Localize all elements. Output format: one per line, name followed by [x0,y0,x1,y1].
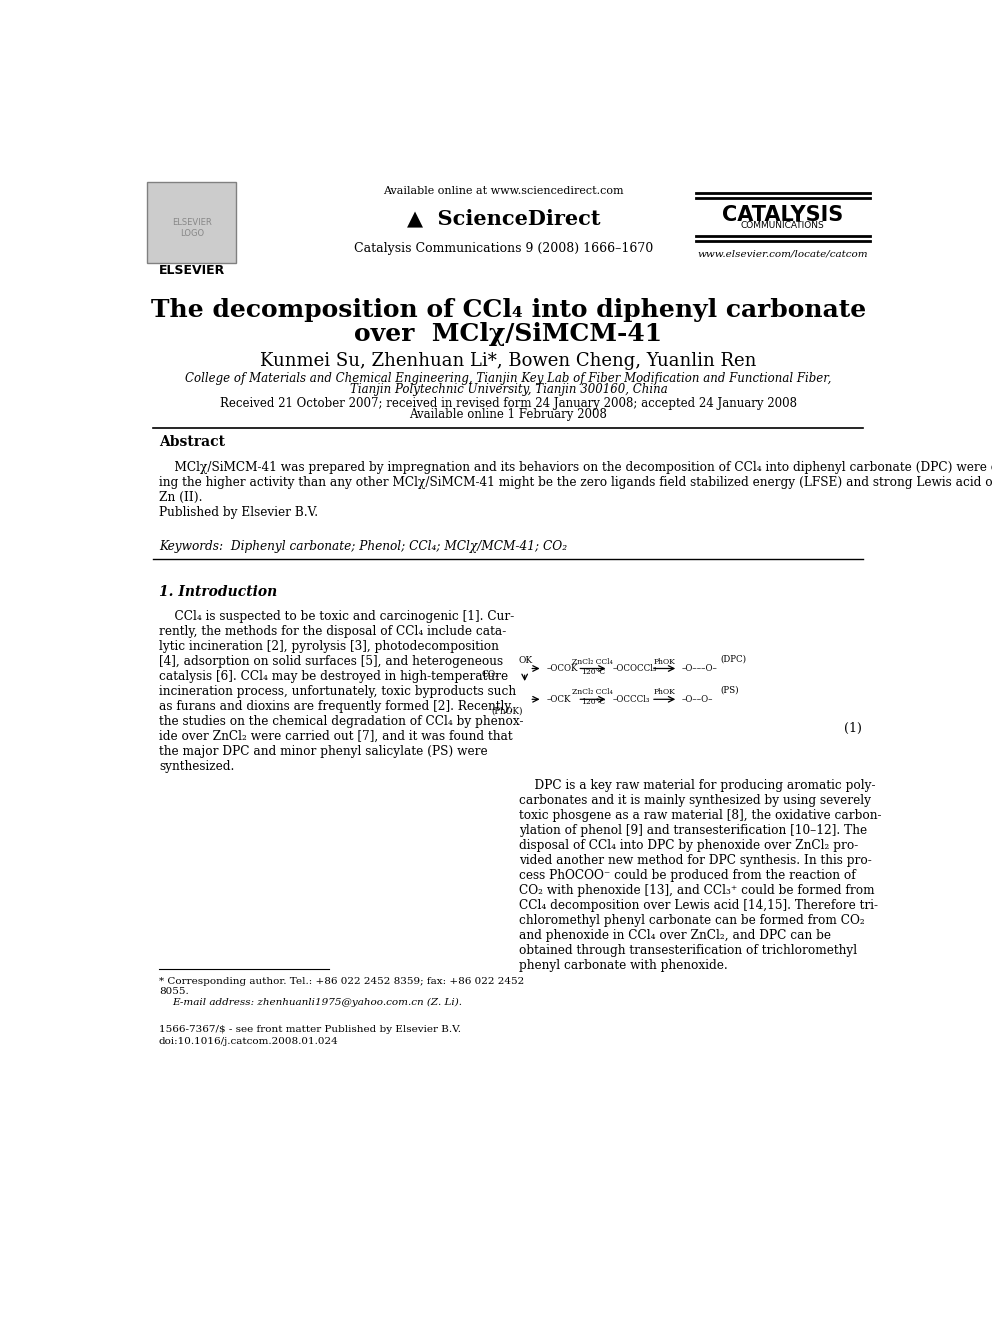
Text: www.elsevier.com/locate/catcom: www.elsevier.com/locate/catcom [697,250,868,259]
Text: 120°C: 120°C [580,668,605,676]
Text: (PhOK): (PhOK) [492,706,524,716]
Text: –OCCCl₃: –OCCCl₃ [612,695,650,704]
Text: ZnCl₂ CCl₄: ZnCl₂ CCl₄ [572,688,613,696]
Text: Abstract: Abstract [159,435,225,448]
Text: ELSEVIER
LOGO: ELSEVIER LOGO [173,218,212,238]
Text: over  MClχ/SiMCM-41: over MClχ/SiMCM-41 [354,321,663,345]
Text: –OCK: –OCK [547,695,570,704]
Text: 1. Introduction: 1. Introduction [159,585,277,599]
Text: (1): (1) [844,722,862,736]
Text: CCl₄ is suspected to be toxic and carcinogenic [1]. Cur-
rently, the methods for: CCl₄ is suspected to be toxic and carcin… [159,610,524,773]
Text: College of Materials and Chemical Engineering, Tianjin Key Lab of Fiber Modifica: College of Materials and Chemical Engine… [186,373,831,385]
Text: ▲  ScienceDirect: ▲ ScienceDirect [407,209,600,229]
Text: ZnCl₂ CCl₄: ZnCl₂ CCl₄ [572,658,613,665]
Text: The decomposition of CCl₄ into diphenyl carbonate: The decomposition of CCl₄ into diphenyl … [151,299,866,323]
Text: –O––O–: –O––O– [682,695,713,704]
Text: Catalysis Communications 9 (2008) 1666–1670: Catalysis Communications 9 (2008) 1666–1… [354,242,654,254]
Text: Available online at www.sciencedirect.com: Available online at www.sciencedirect.co… [384,187,624,196]
Text: 8055.: 8055. [159,987,188,996]
Text: CO₂: CO₂ [482,671,500,679]
Text: 120°C: 120°C [580,699,605,706]
Text: doi:10.1016/j.catcom.2008.01.024: doi:10.1016/j.catcom.2008.01.024 [159,1036,338,1045]
Text: Received 21 October 2007; received in revised form 24 January 2008; accepted 24 : Received 21 October 2007; received in re… [220,397,797,410]
Text: 1566-7367/$ - see front matter Published by Elsevier B.V.: 1566-7367/$ - see front matter Published… [159,1025,461,1035]
Text: MClχ/SiMCM-41 was prepared by impregnation and its behaviors on the decompositio: MClχ/SiMCM-41 was prepared by impregnati… [159,462,992,520]
Text: (DPC): (DPC) [721,655,747,664]
FancyBboxPatch shape [147,181,236,263]
Text: Tianjin Polytechnic University, Tianjin 300160, China: Tianjin Polytechnic University, Tianjin … [349,384,668,397]
Text: E-mail address: zhenhuanli1975@yahoo.com.cn (Z. Li).: E-mail address: zhenhuanli1975@yahoo.com… [172,998,462,1007]
Text: DPC is a key raw material for producing aromatic poly-
carbonates and it is main: DPC is a key raw material for producing … [519,779,882,971]
Text: OK: OK [519,656,533,665]
Text: Keywords:  Diphenyl carbonate; Phenol; CCl₄; MClχ/MCM-41; CO₂: Keywords: Diphenyl carbonate; Phenol; CC… [159,540,567,553]
Text: CATALYSIS: CATALYSIS [722,205,843,225]
Text: ELSEVIER: ELSEVIER [159,263,225,277]
Text: Kunmei Su, Zhenhuan Li*, Bowen Cheng, Yuanlin Ren: Kunmei Su, Zhenhuan Li*, Bowen Cheng, Yu… [260,352,757,369]
Text: PhOK: PhOK [654,688,676,696]
Text: –OCOK: –OCOK [547,664,578,673]
Text: PhOK: PhOK [654,659,676,667]
Text: Available online 1 February 2008: Available online 1 February 2008 [410,407,607,421]
Text: * Corresponding author. Tel.: +86 022 2452 8359; fax: +86 022 2452: * Corresponding author. Tel.: +86 022 24… [159,976,524,986]
Text: (PS): (PS) [721,685,739,695]
Text: –OCOCCl₃: –OCOCCl₃ [612,664,657,673]
Text: –O–––O–: –O–––O– [682,664,718,673]
Text: COMMUNICATIONS: COMMUNICATIONS [741,221,824,230]
